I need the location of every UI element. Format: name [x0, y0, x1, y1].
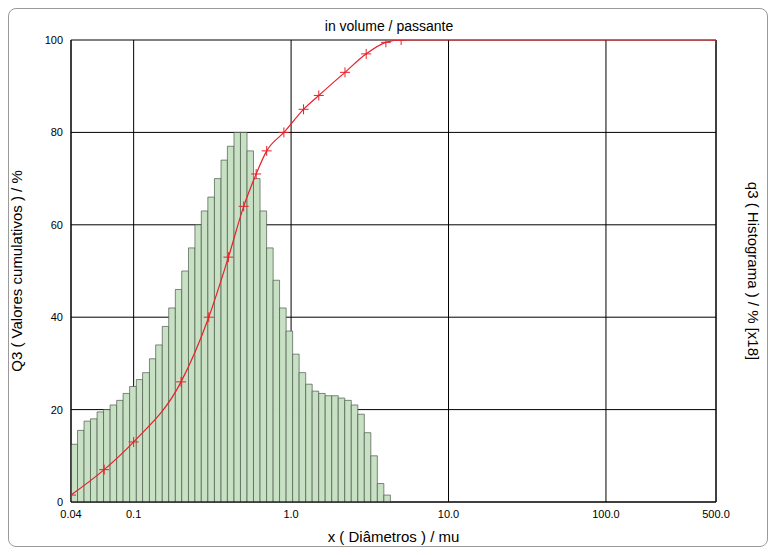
svg-text:100.0: 100.0	[592, 508, 620, 520]
svg-text:80: 80	[51, 126, 63, 138]
svg-text:Q3 ( Valores cumulativos ) / %: Q3 ( Valores cumulativos ) / %	[9, 170, 25, 371]
svg-text:100: 100	[45, 34, 63, 46]
svg-text:x ( Diâmetros ) / mu: x ( Diâmetros ) / mu	[328, 528, 460, 545]
svg-text:60: 60	[51, 219, 63, 231]
svg-text:0: 0	[57, 496, 63, 508]
svg-text:20: 20	[51, 404, 63, 416]
svg-text:40: 40	[51, 311, 63, 323]
html-text:in volume / passante: in volume / passante	[324, 18, 454, 34]
svg-text:q3 ( Histograma ) / % [x18]: q3 ( Histograma ) / % [x18]	[745, 182, 762, 360]
svg-text:0.04: 0.04	[60, 508, 81, 520]
svg-text:1.0: 1.0	[283, 508, 298, 520]
svg-text:0.1: 0.1	[126, 508, 141, 520]
svg-text:10.0: 10.0	[438, 508, 459, 520]
svg-text:500.0: 500.0	[702, 508, 730, 520]
